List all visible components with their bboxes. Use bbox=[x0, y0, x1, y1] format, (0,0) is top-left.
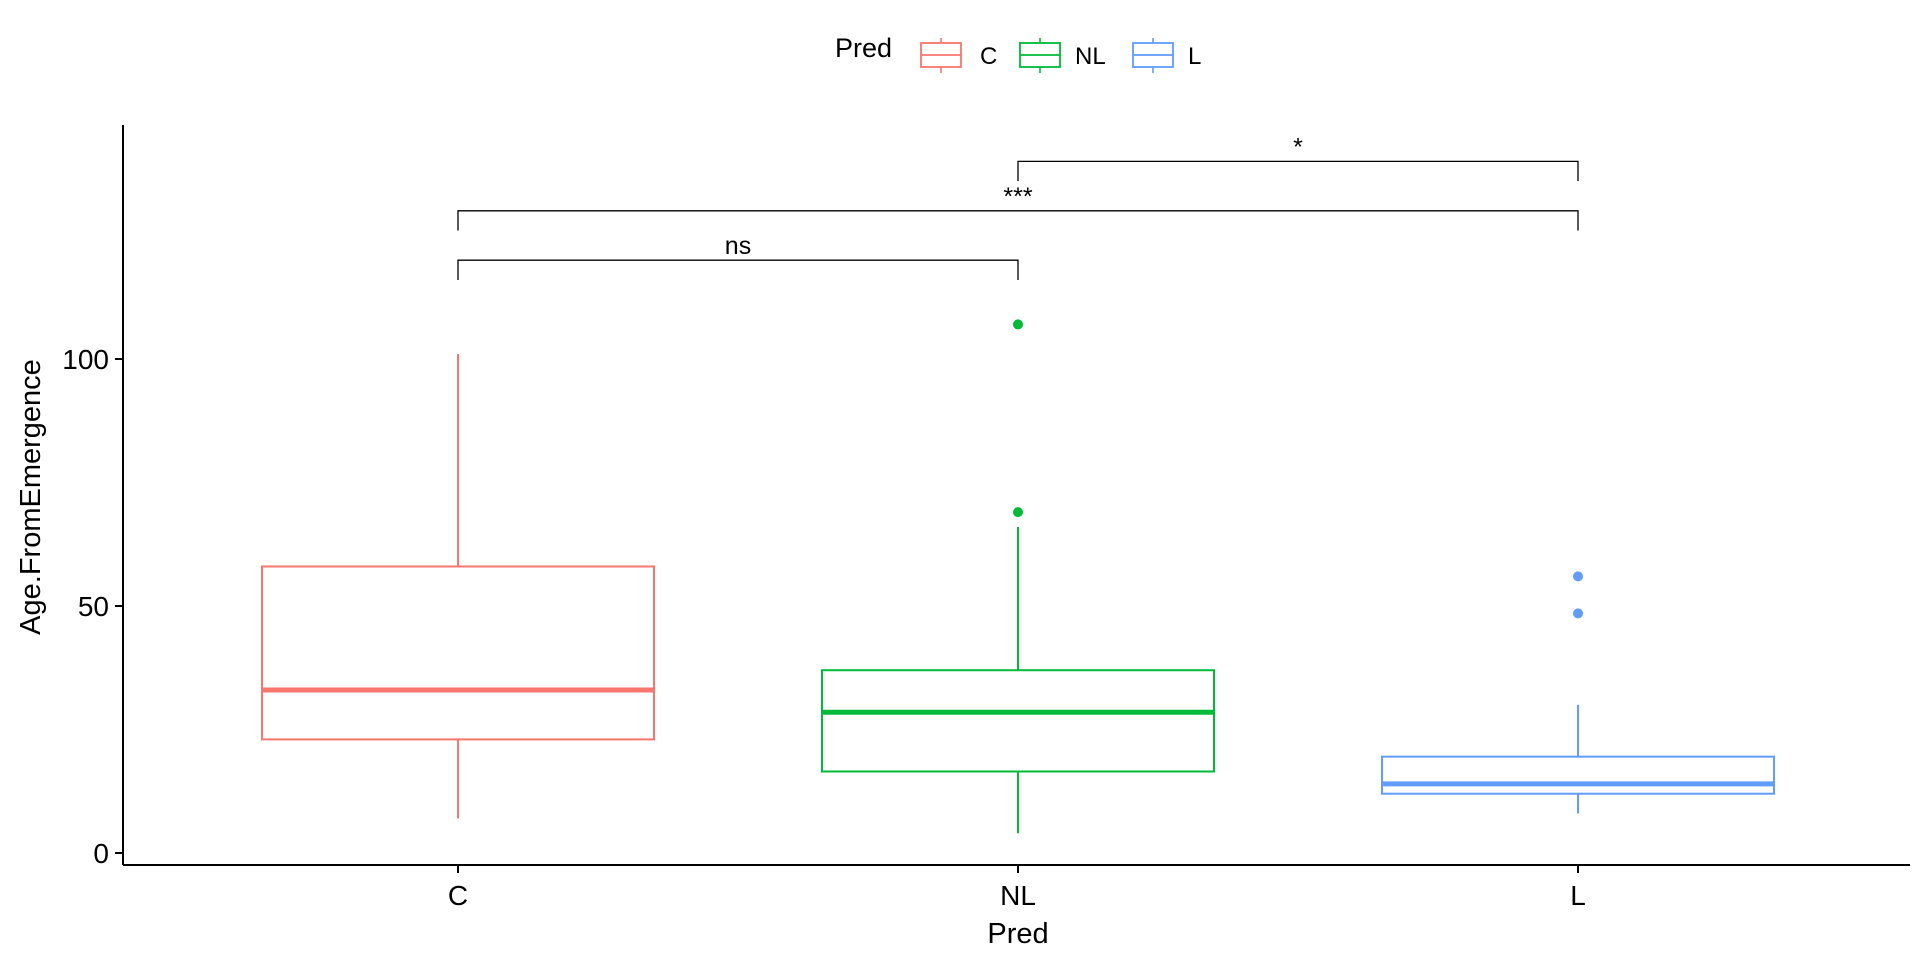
x-tick-label: L bbox=[1570, 880, 1586, 911]
bracket-line bbox=[1017, 160, 1579, 182]
legend-item-nl: NL bbox=[1019, 38, 1106, 73]
boxes bbox=[261, 319, 1775, 834]
x-tick-label: NL bbox=[1000, 880, 1036, 911]
outlier-point bbox=[1013, 319, 1023, 330]
legend-label: C bbox=[980, 43, 997, 70]
bracket-line bbox=[457, 210, 1579, 231]
box-l bbox=[1381, 571, 1775, 814]
box-iqr bbox=[1381, 755, 1775, 795]
significance-label: *** bbox=[1003, 183, 1032, 211]
legend-item-c: C bbox=[920, 38, 997, 73]
bracket-nl-l: * bbox=[1017, 133, 1579, 182]
outlier-point bbox=[1573, 608, 1583, 619]
legend: Pred C NL L bbox=[835, 33, 1201, 73]
box-c bbox=[261, 354, 655, 819]
y-tick-label: 0 bbox=[93, 838, 109, 869]
bracket-c-nl: ns bbox=[457, 232, 1019, 280]
legend-label: L bbox=[1188, 43, 1201, 70]
bracket-line bbox=[457, 259, 1019, 280]
y-tick-label: 100 bbox=[62, 344, 109, 375]
significance-brackets: ns**** bbox=[457, 133, 1579, 280]
significance-label: * bbox=[1293, 133, 1303, 161]
outlier-point bbox=[1573, 571, 1583, 582]
legend-label: NL bbox=[1075, 43, 1106, 70]
box-iqr bbox=[821, 669, 1215, 773]
x-tick-label: C bbox=[448, 880, 468, 911]
axes: 0 50 100 C NL L bbox=[62, 125, 1910, 911]
box-iqr bbox=[261, 565, 655, 741]
bracket-c-l: *** bbox=[457, 183, 1579, 231]
box-nl bbox=[821, 319, 1215, 834]
significance-label: ns bbox=[725, 232, 751, 260]
x-axis-title: Pred bbox=[987, 918, 1048, 950]
y-axis-title: Age.FromEmergence bbox=[15, 359, 47, 635]
legend-title: Pred bbox=[835, 33, 892, 63]
legend-item-l: L bbox=[1132, 38, 1201, 73]
y-tick-label: 50 bbox=[78, 591, 109, 622]
outlier-point bbox=[1013, 507, 1023, 518]
